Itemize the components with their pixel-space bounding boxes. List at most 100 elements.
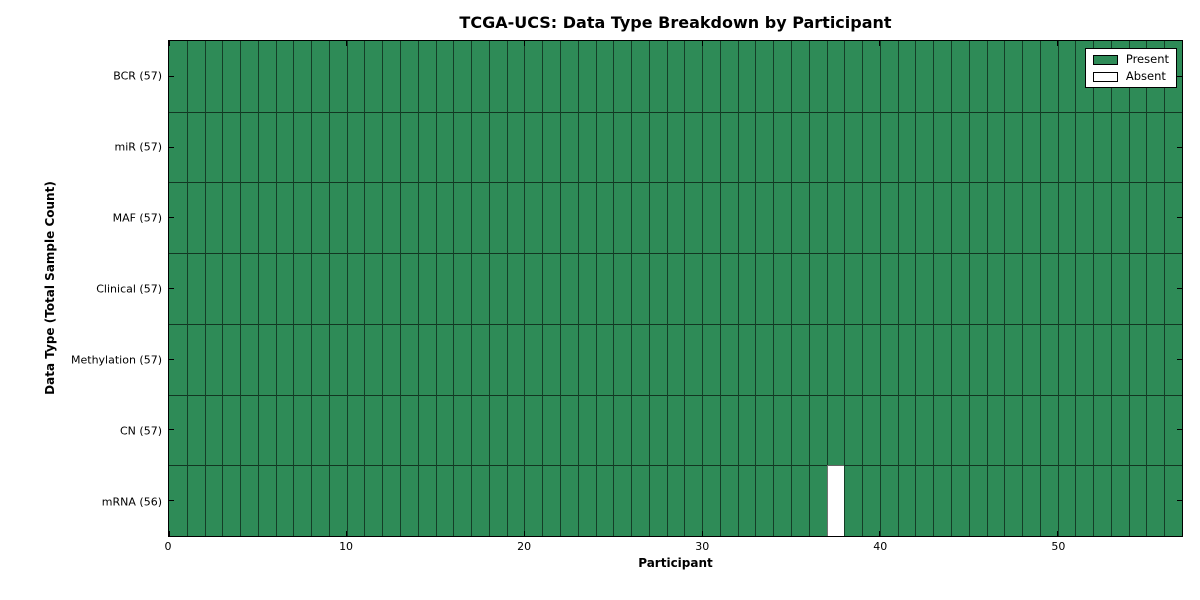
cell-MAF-p28 xyxy=(666,182,685,254)
cell-Methylation-p39 xyxy=(862,323,880,395)
cell-Methylation-p1 xyxy=(186,323,205,395)
cell-MAF-p2 xyxy=(204,182,223,254)
cell-miR-p33 xyxy=(755,111,774,183)
cell-mRNA-p48 xyxy=(1022,465,1040,536)
cell-BCR-p49 xyxy=(1039,41,1058,112)
cell-miR-p29 xyxy=(684,111,703,183)
cell-MAF-p44 xyxy=(950,182,969,254)
cell-BCR-p12 xyxy=(382,41,401,112)
cell-CN-p48 xyxy=(1022,394,1040,466)
cell-MAF-p36 xyxy=(808,182,827,254)
cell-mRNA-p10 xyxy=(346,465,365,536)
cell-CN-p30 xyxy=(702,394,720,466)
cell-miR-p34 xyxy=(773,111,792,183)
cell-mRNA-p42 xyxy=(915,465,934,536)
cell-mRNA-p37-absent xyxy=(826,465,845,536)
cell-mRNA-p12 xyxy=(382,465,401,536)
cell-mRNA-p30 xyxy=(702,465,720,536)
cell-Methylation-p27 xyxy=(648,323,667,395)
x-tick-label-40: 40 xyxy=(873,540,888,553)
cell-Clinical-p31 xyxy=(719,253,738,324)
cell-CN-p51 xyxy=(1075,394,1094,466)
x-tick-mark-40 xyxy=(879,41,881,46)
cell-miR-p0 xyxy=(169,111,187,183)
cell-BCR-p25 xyxy=(613,41,632,112)
x-tick-mark-50 xyxy=(1057,41,1059,46)
cell-miR-p24 xyxy=(595,111,614,183)
cell-BCR-p13 xyxy=(400,41,418,112)
cell-mRNA-p4 xyxy=(240,465,258,536)
cell-miR-p39 xyxy=(862,111,880,183)
cell-BCR-p22 xyxy=(559,41,578,112)
cell-BCR-p35 xyxy=(791,41,809,112)
legend: Present Absent xyxy=(1084,48,1177,88)
cell-miR-p45 xyxy=(968,111,987,183)
y-tick-label-MAF: MAF (57) xyxy=(112,211,162,224)
cell-miR-p50 xyxy=(1057,111,1076,183)
cell-MAF-p15 xyxy=(435,182,454,254)
cell-Methylation-p54 xyxy=(1128,323,1147,395)
cell-mRNA-p50 xyxy=(1057,465,1076,536)
cell-Clinical-p30 xyxy=(702,253,720,324)
cell-CN-p11 xyxy=(364,394,383,466)
cell-Methylation-p37 xyxy=(826,323,845,395)
cell-miR-p55 xyxy=(1146,111,1165,183)
cell-MAF-p47 xyxy=(1004,182,1023,254)
cell-Methylation-p43 xyxy=(933,323,951,395)
cell-MAF-p6 xyxy=(275,182,294,254)
y-tick-mark-CN xyxy=(1177,429,1182,431)
cell-Methylation-p42 xyxy=(915,323,934,395)
cell-mRNA-p13 xyxy=(400,465,418,536)
cell-Clinical-p51 xyxy=(1075,253,1094,324)
cell-BCR-p3 xyxy=(222,41,241,112)
cell-CN-p43 xyxy=(933,394,951,466)
cell-Methylation-p11 xyxy=(364,323,383,395)
cell-mRNA-p17 xyxy=(471,465,489,536)
cell-BCR-p39 xyxy=(862,41,880,112)
cell-Methylation-p24 xyxy=(595,323,614,395)
cell-Clinical-p53 xyxy=(1110,253,1129,324)
cell-BCR-p50 xyxy=(1057,41,1076,112)
cell-Methylation-p16 xyxy=(453,323,472,395)
cell-MAF-p5 xyxy=(257,182,276,254)
cell-mRNA-p51 xyxy=(1075,465,1094,536)
cell-BCR-p20 xyxy=(524,41,543,112)
cell-Clinical-p13 xyxy=(400,253,418,324)
cell-mRNA-p36 xyxy=(808,465,827,536)
cell-BCR-p27 xyxy=(648,41,667,112)
cell-mRNA-p24 xyxy=(595,465,614,536)
cell-mRNA-p5 xyxy=(257,465,276,536)
cell-Methylation-p38 xyxy=(844,323,863,395)
cell-CN-p26 xyxy=(631,394,649,466)
cell-Methylation-p2 xyxy=(204,323,223,395)
y-tick-mark-miR xyxy=(1177,146,1182,148)
cell-CN-p17 xyxy=(471,394,489,466)
cell-Clinical-p1 xyxy=(186,253,205,324)
cell-miR-p7 xyxy=(293,111,312,183)
cell-mRNA-p11 xyxy=(364,465,383,536)
cell-CN-p33 xyxy=(755,394,774,466)
cell-CN-p39 xyxy=(862,394,880,466)
cell-mRNA-p38 xyxy=(844,465,863,536)
y-tick-label-BCR: BCR (57) xyxy=(113,69,162,82)
cell-CN-p41 xyxy=(897,394,916,466)
cell-BCR-p11 xyxy=(364,41,383,112)
cell-CN-p36 xyxy=(808,394,827,466)
cell-miR-p1 xyxy=(186,111,205,183)
cell-Methylation-p28 xyxy=(666,323,685,395)
cell-mRNA-p18 xyxy=(488,465,507,536)
cell-Clinical-p50 xyxy=(1057,253,1076,324)
x-tick-mark-20 xyxy=(523,531,525,536)
cell-Clinical-p46 xyxy=(986,253,1005,324)
cell-mRNA-p43 xyxy=(933,465,951,536)
cell-miR-p27 xyxy=(648,111,667,183)
cell-Clinical-p15 xyxy=(435,253,454,324)
cell-Clinical-p56 xyxy=(1164,253,1182,324)
cell-Methylation-p5 xyxy=(257,323,276,395)
y-tick-mark-BCR xyxy=(1177,75,1182,77)
cell-mRNA-p28 xyxy=(666,465,685,536)
cell-miR-p56 xyxy=(1164,111,1182,183)
cell-miR-p5 xyxy=(257,111,276,183)
cell-Clinical-p10 xyxy=(346,253,365,324)
cell-CN-p23 xyxy=(577,394,596,466)
